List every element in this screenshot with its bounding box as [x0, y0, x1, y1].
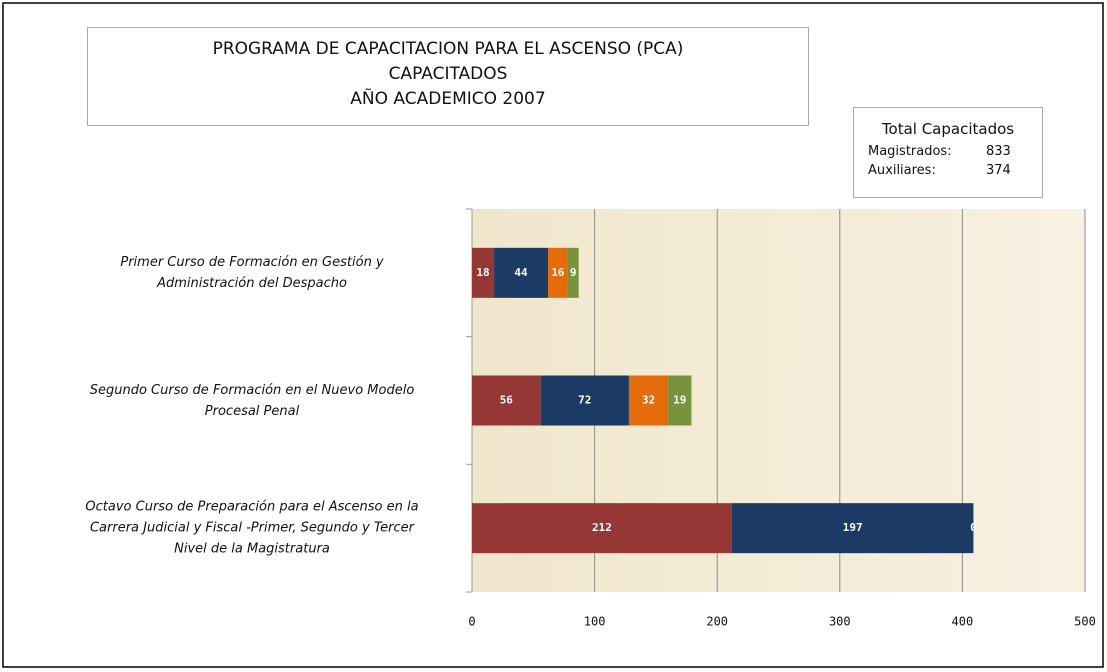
title-line: PROGRAMA DE CAPACITACION PARA EL ASCENSO… — [212, 39, 684, 59]
totals-label: Auxiliares: — [868, 163, 936, 178]
totals-value: 833 — [986, 144, 1011, 159]
title-line: CAPACITADOS — [388, 64, 508, 84]
y-tick-label: Primer Curso de Formación en Gestión y A… — [120, 254, 384, 291]
totals-row: Auxiliares: 374 — [868, 163, 1042, 178]
title-line: AÑO ACADEMICO 2007 — [350, 89, 546, 109]
x-tick-label: 300 — [829, 615, 851, 629]
totals-title: Total Capacitados — [881, 120, 1015, 138]
x-tick-label: 500 — [1074, 615, 1096, 629]
y-tick-label: Segundo Curso de Formación en el Nuevo M… — [89, 382, 415, 419]
bar-segment — [731, 503, 974, 554]
title-box: PROGRAMA DE CAPACITACION PARA EL ASCENSO… — [87, 27, 809, 126]
bar-label: 72 — [578, 394, 591, 407]
bar-label: 44 — [514, 266, 528, 279]
bar-label: 197 — [843, 521, 863, 534]
bar-label: 18 — [476, 266, 489, 279]
totals-row: Magistrados: 833 — [868, 144, 1042, 159]
bar-segment — [472, 503, 732, 554]
bar-label: 56 — [500, 394, 514, 407]
totals-value: 374 — [986, 163, 1011, 178]
bar-label: 9 — [570, 266, 577, 279]
x-tick-label: 0 — [468, 615, 475, 629]
bar-segment — [668, 375, 692, 426]
title: PROGRAMA DE CAPACITACION PARA EL ASCENSO… — [88, 37, 808, 112]
x-tick-label: 200 — [706, 615, 728, 629]
bar-segment — [472, 375, 541, 426]
x-tick-label: 400 — [952, 615, 974, 629]
bar-label: 19 — [673, 394, 686, 407]
bar-segment — [540, 375, 629, 426]
bar-label: 32 — [642, 394, 655, 407]
bar-segment — [548, 247, 568, 298]
bar-segment — [628, 375, 669, 426]
bar-label: 16 — [551, 266, 565, 279]
bar-segment — [567, 247, 579, 298]
bar-segment — [494, 247, 549, 298]
totals-label: Magistrados: — [868, 144, 952, 159]
x-tick-label: 100 — [584, 615, 606, 629]
bar-label: 0 — [970, 521, 977, 534]
y-tick-label: Octavo Curso de Preparación para el Asce… — [85, 499, 419, 557]
bar-segment — [472, 247, 495, 298]
bar-label: 212 — [592, 521, 612, 534]
totals-box: Total Capacitados Magistrados: 833 Auxili… — [853, 107, 1043, 198]
